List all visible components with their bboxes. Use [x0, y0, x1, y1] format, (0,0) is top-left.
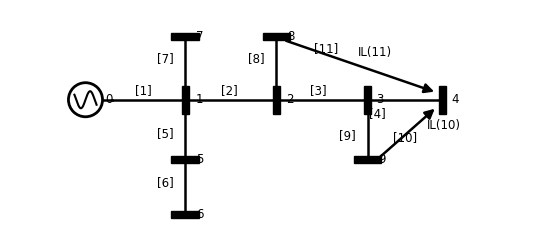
Text: [5]: [5]	[157, 127, 174, 140]
Text: 9: 9	[378, 153, 386, 166]
Text: 0: 0	[105, 93, 113, 106]
Bar	[262, 33, 291, 40]
Bar	[439, 86, 446, 114]
Bar	[171, 211, 199, 218]
Text: [2]: [2]	[220, 84, 237, 98]
Text: 2: 2	[286, 93, 294, 106]
Text: [11]: [11]	[314, 42, 338, 55]
Text: 4: 4	[452, 93, 459, 106]
Text: [9]: [9]	[340, 129, 356, 142]
Text: [3]: [3]	[310, 84, 326, 98]
Bar	[273, 86, 280, 114]
Text: 1: 1	[195, 93, 203, 106]
Text: 3: 3	[376, 93, 384, 106]
Text: [10]: [10]	[393, 131, 417, 144]
Text: 5: 5	[196, 153, 204, 166]
Text: 7: 7	[196, 30, 204, 43]
Bar	[364, 86, 371, 114]
Text: [4]: [4]	[369, 107, 386, 120]
Bar	[171, 33, 199, 40]
Text: 6: 6	[196, 208, 204, 221]
Text: [6]: [6]	[157, 176, 174, 189]
Text: [1]: [1]	[135, 84, 152, 98]
Text: 8: 8	[287, 30, 295, 43]
Bar	[182, 86, 189, 114]
Text: IL(10): IL(10)	[427, 119, 461, 132]
Text: [7]: [7]	[157, 52, 174, 65]
Text: IL(11): IL(11)	[358, 46, 392, 60]
Bar	[171, 156, 199, 163]
Bar	[354, 156, 382, 163]
Text: [8]: [8]	[248, 52, 265, 65]
